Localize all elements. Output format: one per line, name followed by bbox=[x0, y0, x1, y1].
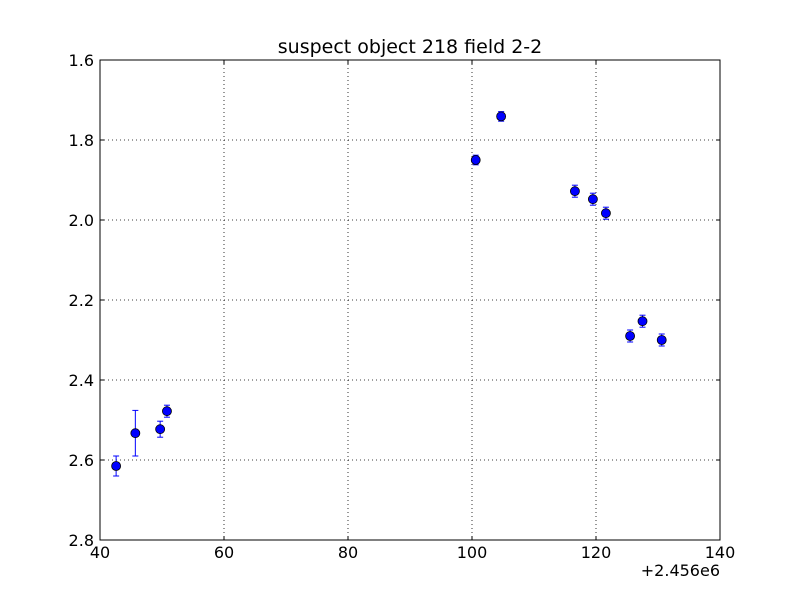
data-point bbox=[570, 184, 580, 198]
y-tick-label: 1.6 bbox=[69, 51, 94, 70]
data-point bbox=[656, 333, 667, 347]
point-marker bbox=[601, 208, 611, 219]
data-point bbox=[588, 192, 598, 206]
grid-lines bbox=[100, 60, 720, 540]
point-marker bbox=[162, 406, 172, 417]
data-point bbox=[637, 314, 648, 328]
x-tick-label: 100 bbox=[457, 543, 488, 562]
data-point bbox=[162, 404, 172, 418]
y-tick-label: 1.8 bbox=[69, 131, 94, 150]
axis-ticks: 40 60 80 100 120 140 1.6 1.8 2.0 2.2 2.4 2.6 2.8 bbox=[69, 51, 736, 562]
chart-title: suspect object 218 field 2-2 bbox=[278, 36, 543, 58]
point-marker bbox=[588, 194, 598, 205]
data-points bbox=[111, 111, 667, 477]
y-tick-label: 2.2 bbox=[69, 291, 94, 310]
x-tick-label: 60 bbox=[214, 543, 234, 562]
data-point bbox=[470, 154, 481, 166]
point-marker bbox=[656, 335, 667, 345]
data-point bbox=[155, 420, 166, 438]
point-marker bbox=[130, 428, 141, 439]
point-marker bbox=[470, 155, 481, 165]
point-marker bbox=[155, 424, 166, 435]
point-marker bbox=[570, 186, 580, 197]
x-tick-label: 40 bbox=[90, 543, 110, 562]
data-point bbox=[111, 455, 122, 477]
y-tick-label: 2.0 bbox=[69, 211, 94, 230]
point-marker bbox=[111, 461, 122, 471]
y-tick-label: 2.4 bbox=[69, 371, 94, 390]
data-point bbox=[130, 409, 141, 457]
x-tick-label: 80 bbox=[338, 543, 358, 562]
x-tick-label: 120 bbox=[581, 543, 612, 562]
point-marker bbox=[625, 331, 635, 341]
data-point bbox=[496, 111, 507, 122]
y-tick-label: 2.6 bbox=[69, 451, 94, 470]
point-marker bbox=[637, 316, 648, 327]
x-tick-label: 140 bbox=[705, 543, 736, 562]
point-marker bbox=[496, 111, 507, 122]
y-tick-label: 2.8 bbox=[69, 531, 94, 550]
data-point bbox=[601, 206, 611, 220]
data-point bbox=[625, 329, 635, 343]
x-axis-offset-label: +2.456e6 bbox=[641, 561, 720, 580]
